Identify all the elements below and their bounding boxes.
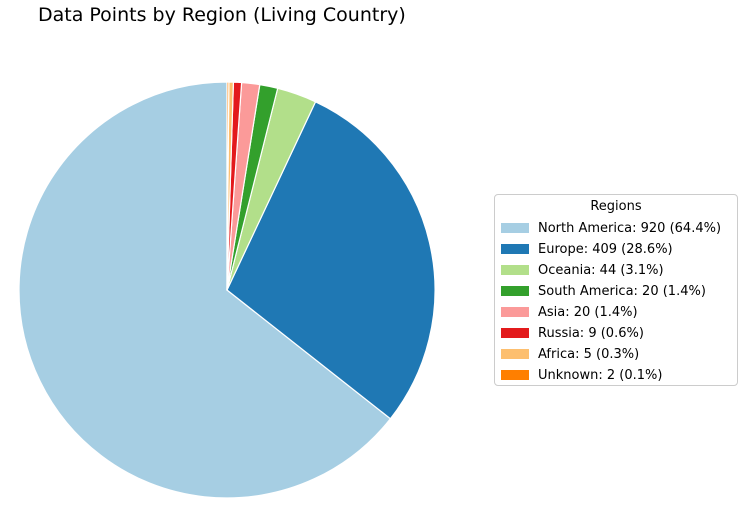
legend-swatch [501, 307, 529, 317]
legend-label: Europe: 409 (28.6%) [538, 241, 673, 257]
legend: Regions North America: 920 (64.4%) Europe… [494, 194, 738, 386]
legend-item-asia: Asia: 20 (1.4%) [501, 303, 638, 321]
legend-item-south-america: South America: 20 (1.4%) [501, 282, 706, 300]
legend-swatch [501, 265, 529, 275]
legend-item-africa: Africa: 5 (0.3%) [501, 345, 639, 363]
pie-slice-europe [226, 101, 436, 420]
legend-swatch [501, 223, 529, 233]
legend-label: South America: 20 (1.4%) [538, 283, 706, 299]
legend-label: North America: 920 (64.4%) [538, 220, 722, 236]
legend-title: Regions [590, 199, 642, 214]
legend-swatch [501, 370, 529, 380]
legend-item-europe: Europe: 409 (28.6%) [501, 240, 673, 258]
legend-item-russia: Russia: 9 (0.6%) [501, 324, 644, 342]
legend-label: Oceania: 44 (3.1%) [538, 262, 664, 278]
legend-item-unknown: Unknown: 2 (0.1%) [501, 366, 662, 384]
legend-swatch [501, 244, 529, 254]
chart-title: Data Points by Region (Living Country) [38, 4, 406, 26]
legend-item-oceania: Oceania: 44 (3.1%) [501, 261, 664, 279]
legend-swatch [501, 328, 529, 338]
legend-swatch [501, 286, 529, 296]
legend-label: Russia: 9 (0.6%) [538, 325, 644, 341]
pie-slice-north-america [18, 81, 391, 499]
legend-item-north-america: North America: 920 (64.4%) [501, 219, 721, 237]
legend-label: Asia: 20 (1.4%) [538, 304, 638, 320]
pie-slice-unknown [226, 81, 230, 291]
legend-swatch [501, 349, 529, 359]
legend-label: Unknown: 2 (0.1%) [538, 367, 663, 383]
legend-label: Africa: 5 (0.3%) [538, 346, 640, 362]
